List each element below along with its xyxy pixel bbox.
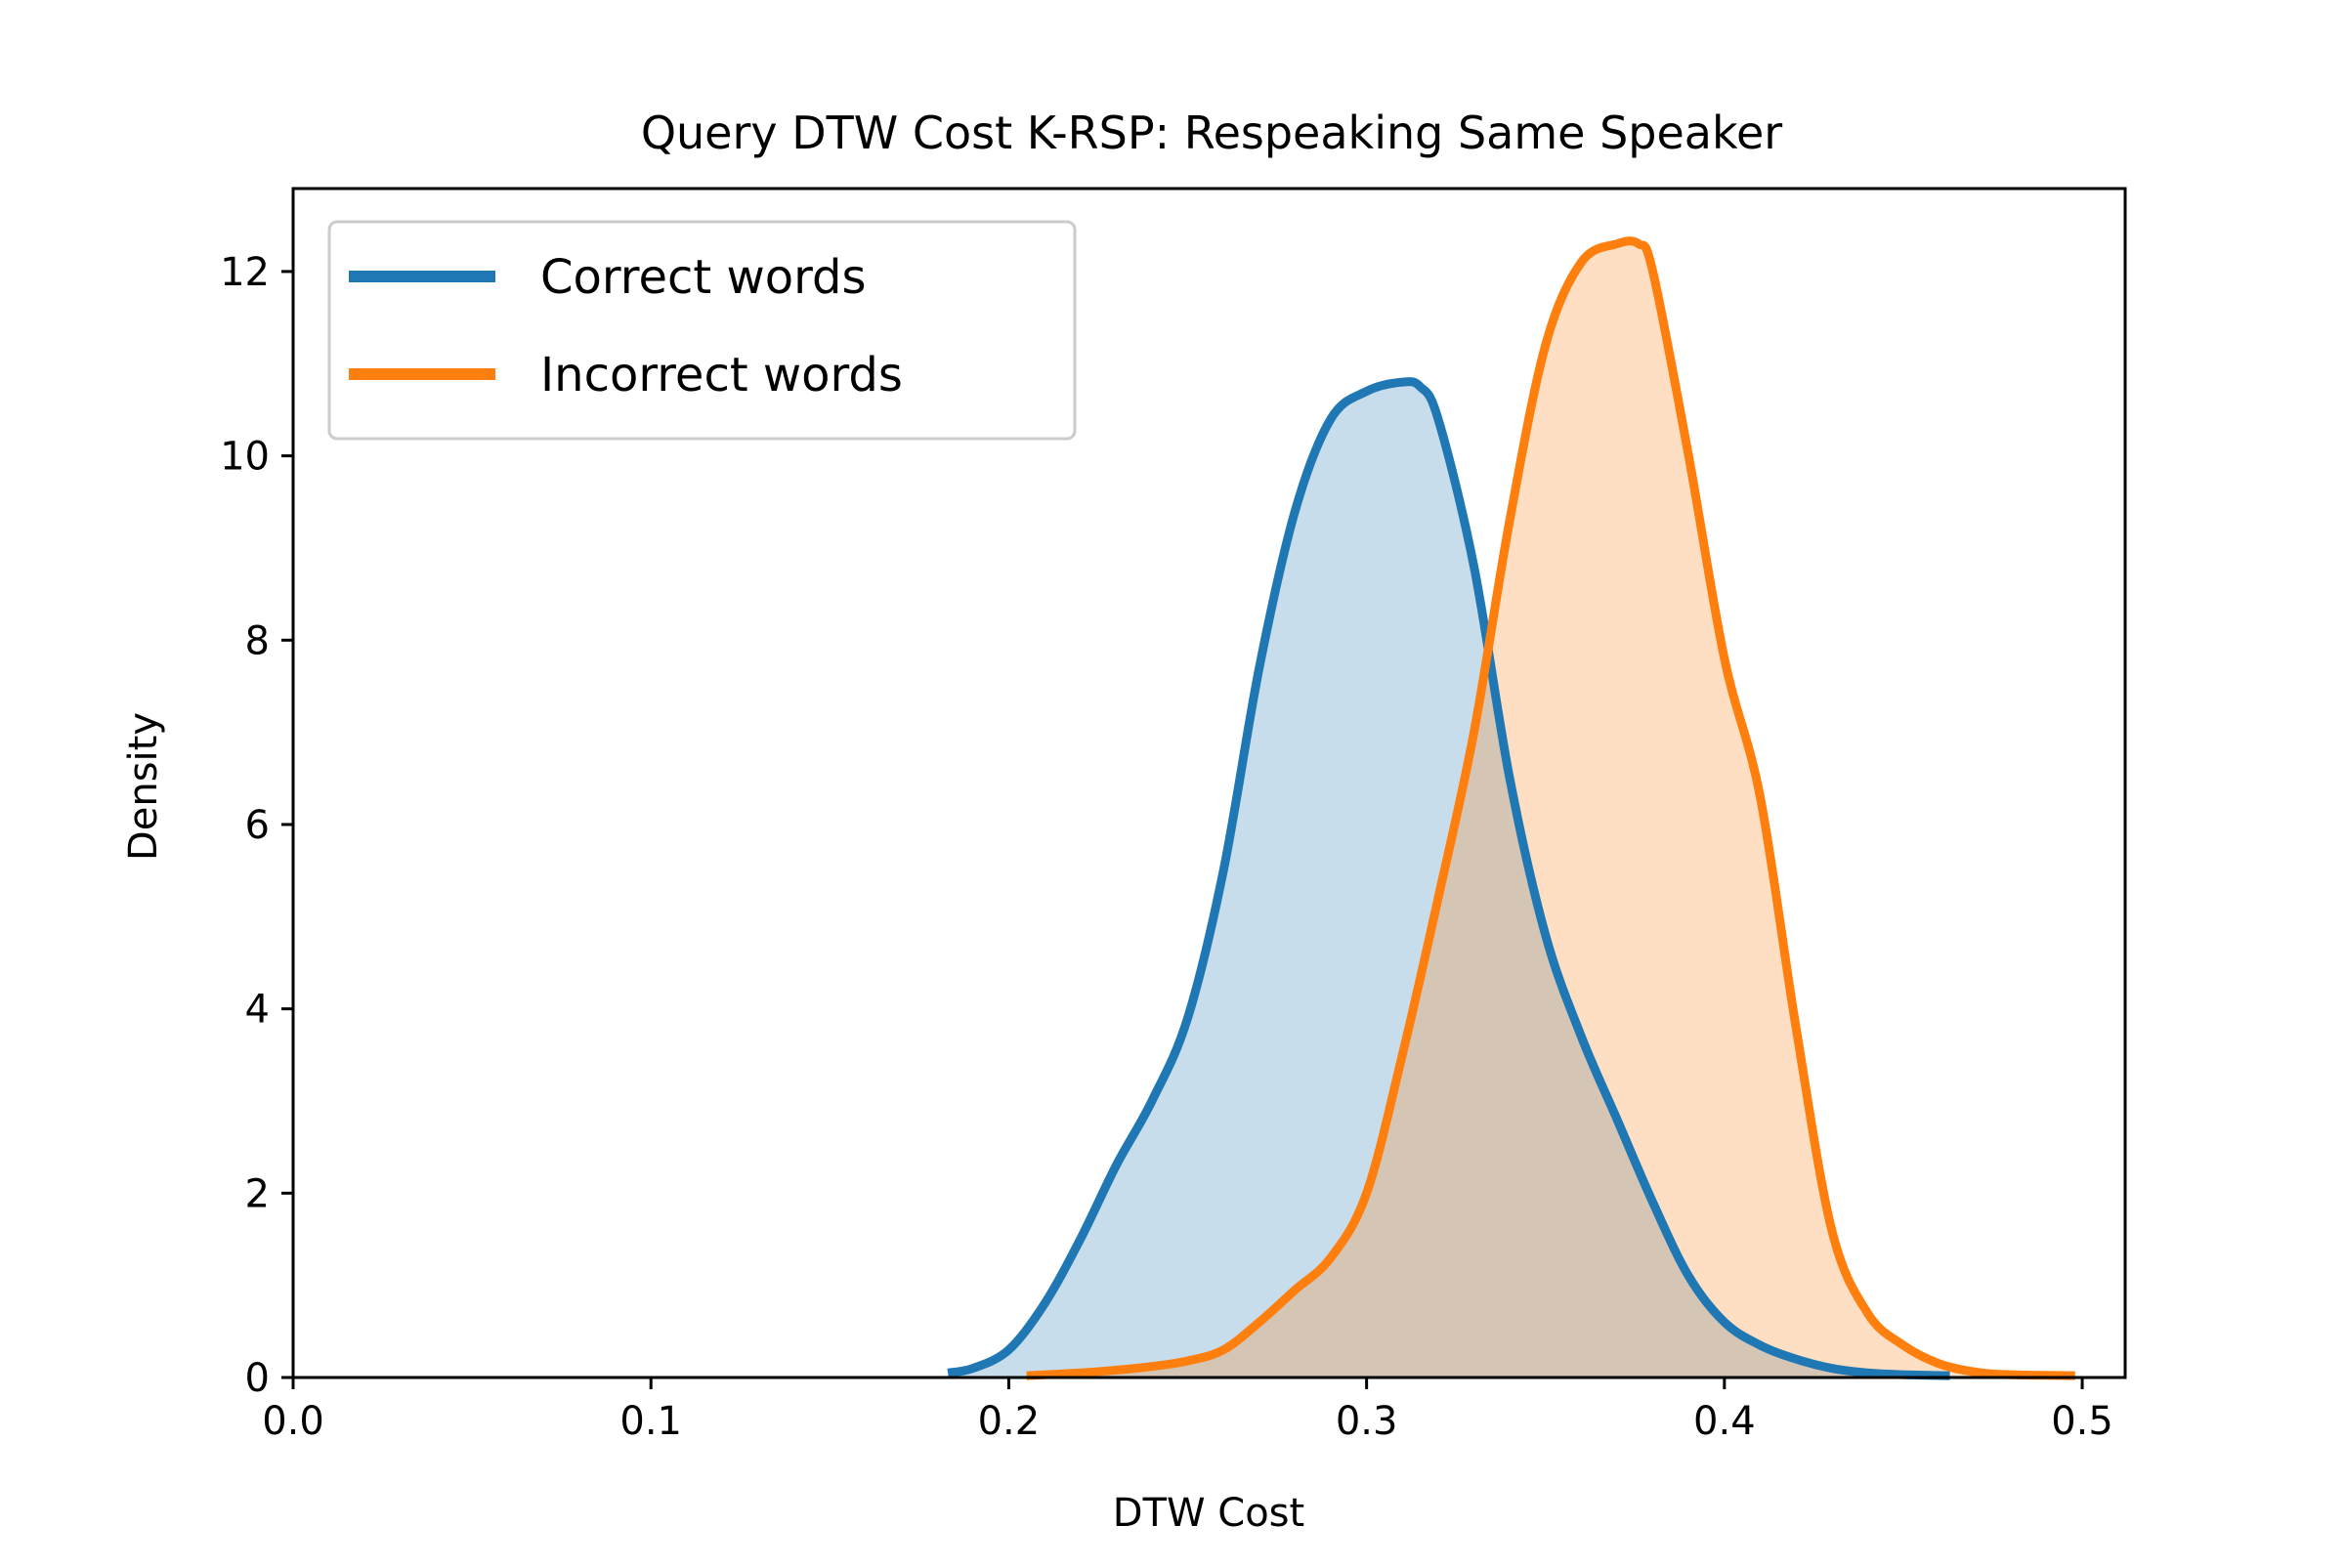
x-tick-label: 0.0 bbox=[262, 1399, 324, 1444]
series-area-0 bbox=[948, 381, 1950, 1377]
legend-box bbox=[327, 220, 1077, 441]
legend: Correct words Incorrect words bbox=[327, 220, 1077, 441]
x-tick-label: 0.5 bbox=[2051, 1399, 2113, 1444]
y-tick-label: 2 bbox=[245, 1171, 270, 1216]
legend-label-1: Incorrect words bbox=[540, 348, 903, 403]
series-area-1 bbox=[1026, 240, 2075, 1377]
y-tick-label: 12 bbox=[220, 250, 270, 295]
x-axis-label: DTW Cost bbox=[1113, 1491, 1304, 1536]
y-tick-label: 10 bbox=[220, 435, 270, 480]
x-tick-label: 0.1 bbox=[619, 1399, 682, 1444]
chart-title: Query DTW Cost K-RSP: Respeaking Same Sp… bbox=[641, 106, 1782, 159]
y-tick-label: 8 bbox=[245, 618, 270, 663]
y-tick-label: 0 bbox=[245, 1356, 270, 1401]
plot-frame bbox=[291, 187, 2127, 1379]
y-axis-label: Density bbox=[121, 712, 166, 861]
x-tick-label: 0.2 bbox=[978, 1399, 1041, 1444]
y-tick-label: 6 bbox=[245, 803, 270, 848]
x-tick-label: 0.3 bbox=[1336, 1399, 1398, 1444]
legend-label-0: Correct words bbox=[540, 250, 866, 305]
series-line-1 bbox=[1026, 236, 2075, 1380]
y-tick-label: 4 bbox=[245, 988, 270, 1033]
x-tick-label: 0.4 bbox=[1693, 1399, 1756, 1444]
series-line-0 bbox=[947, 377, 1950, 1380]
plot-area: 0.0 0.1 0.2 0.3 0.4 0.5 0 2 4 6 8 10 12 bbox=[220, 187, 2127, 1444]
